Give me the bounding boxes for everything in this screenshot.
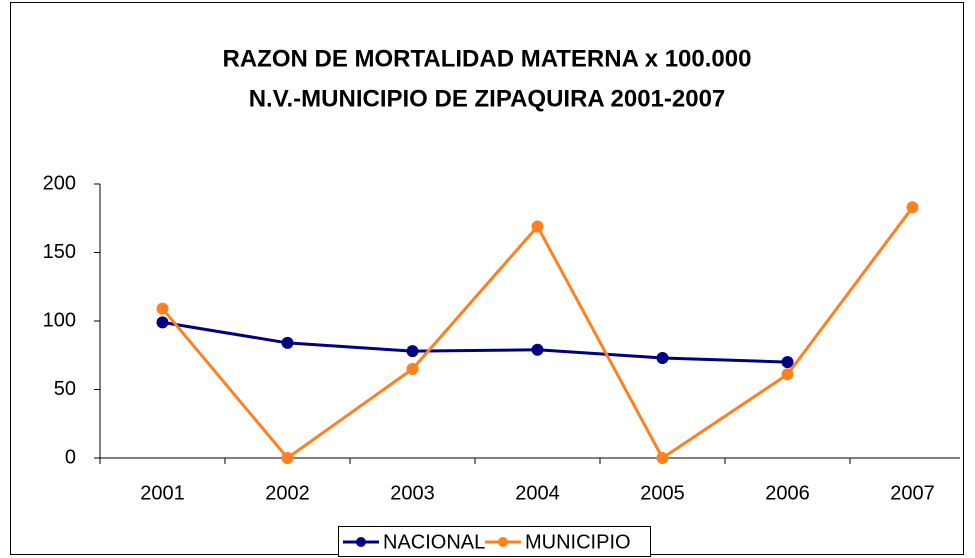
point xyxy=(156,316,169,329)
point xyxy=(406,362,419,375)
x-tick-label: 2002 xyxy=(265,482,310,504)
legend-marker xyxy=(356,537,366,547)
series-line xyxy=(162,320,788,364)
x-tick-label: 2001 xyxy=(140,482,185,504)
point xyxy=(906,201,919,214)
point xyxy=(281,336,294,349)
point xyxy=(781,356,794,369)
point xyxy=(531,343,544,356)
point xyxy=(531,220,544,233)
point xyxy=(781,368,794,381)
point xyxy=(156,302,169,315)
x-tick-label: 2007 xyxy=(890,482,935,504)
x-tick-label: 2004 xyxy=(515,482,560,504)
legend-label: MUNICIPIO xyxy=(525,531,631,553)
chart-title: N.V.-MUNICIPIO DE ZIPAQUIRA 2001-2007 xyxy=(249,85,726,112)
legend-marker xyxy=(498,537,508,547)
legend-label: NACIONAL xyxy=(383,531,485,553)
y-tick-label: 50 xyxy=(54,378,76,400)
point xyxy=(406,345,419,358)
y-tick-label: 0 xyxy=(65,446,76,468)
y-tick-label: 150 xyxy=(43,241,76,263)
x-tick-label: 2006 xyxy=(765,482,810,504)
point xyxy=(281,452,294,464)
chart-border xyxy=(10,2,964,555)
y-tick-label: 200 xyxy=(43,172,76,194)
chart-title: RAZON DE MORTALIDAD MATERNA x 100.000 xyxy=(223,45,752,72)
y-tick-label: 100 xyxy=(43,309,76,331)
x-tick-label: 2003 xyxy=(390,482,435,504)
point xyxy=(656,452,669,464)
x-tick-label: 2005 xyxy=(640,482,685,504)
point xyxy=(656,351,669,364)
